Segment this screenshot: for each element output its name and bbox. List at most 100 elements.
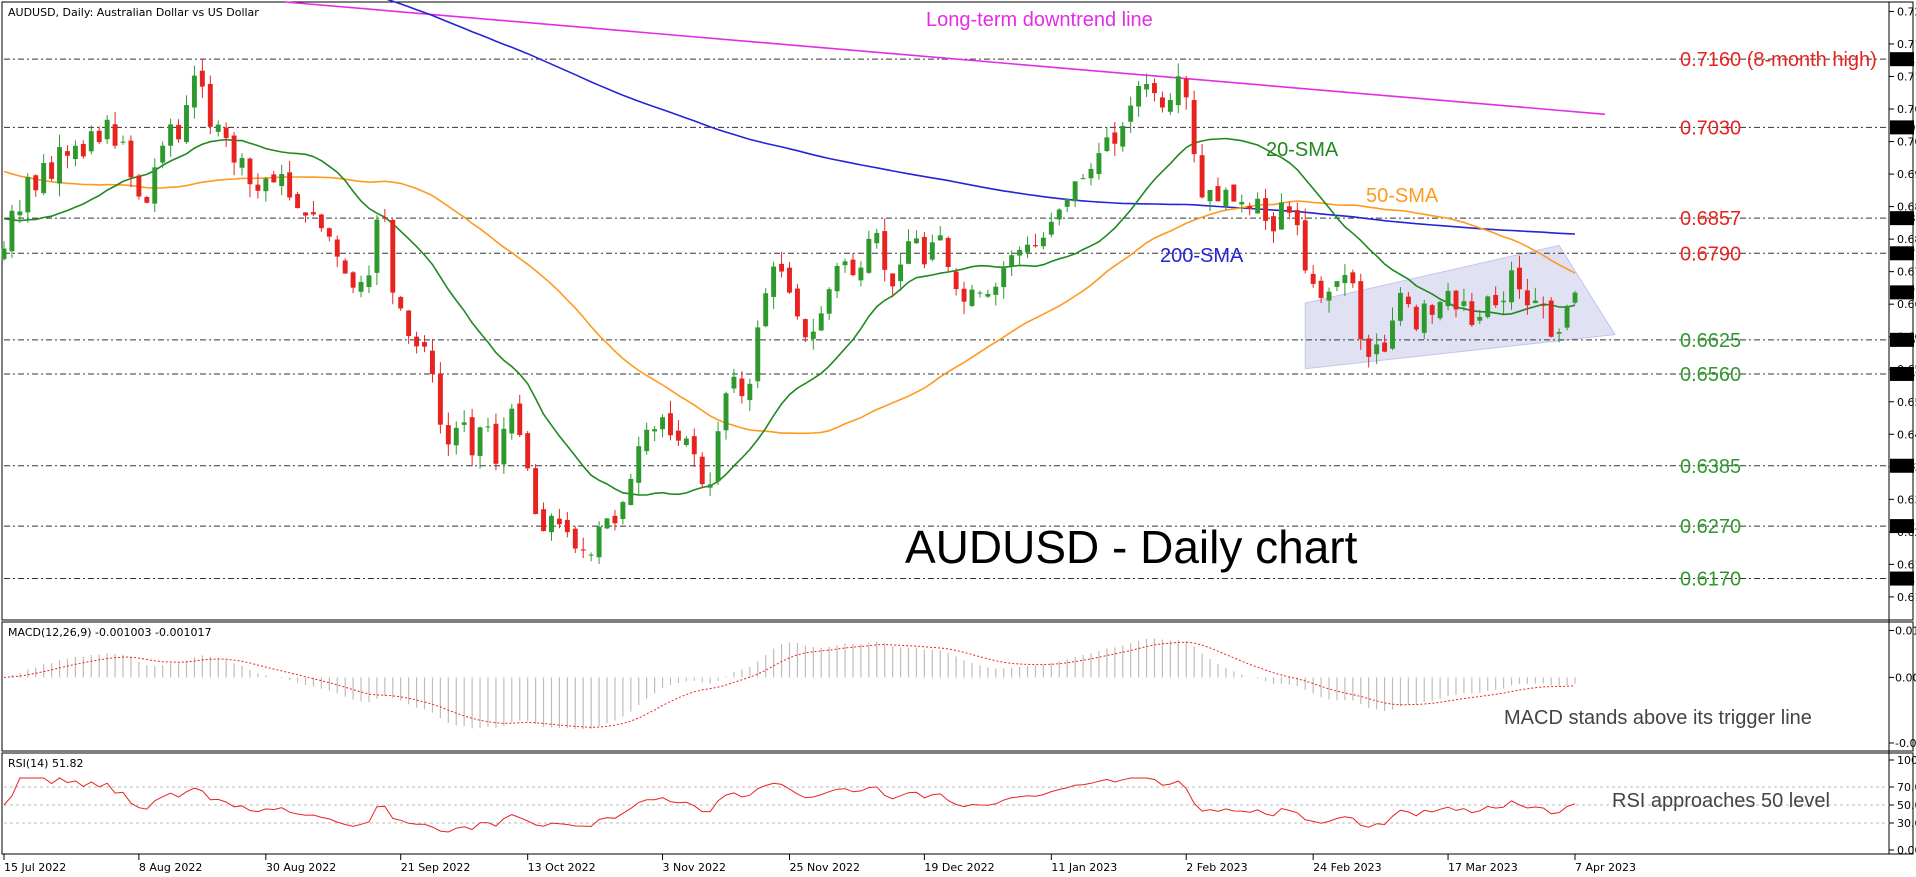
candle-down [953, 271, 959, 290]
candle-up [937, 235, 943, 241]
candle-up [842, 261, 848, 266]
date-label: 24 Feb 2023 [1313, 861, 1381, 874]
candle-down [128, 140, 134, 178]
candle-up [731, 376, 737, 389]
candle-down [882, 231, 888, 270]
rsi-axis-label: 0.00 [1897, 844, 1916, 857]
candle-down [49, 162, 55, 179]
candle-up [358, 281, 364, 292]
date-label: 2 Feb 2023 [1186, 861, 1247, 874]
candle-up [810, 331, 816, 339]
candle-up [1001, 268, 1007, 288]
macd-panel-frame [1, 621, 1914, 752]
date-label: 21 Sep 2022 [401, 861, 471, 874]
candle-up [461, 422, 467, 425]
candle-down [1231, 184, 1237, 202]
candle-up [1175, 76, 1181, 106]
candle-down [1358, 281, 1364, 340]
candle-up [771, 266, 777, 297]
candle-down [96, 130, 102, 143]
candle-down [231, 135, 237, 163]
candle-up [453, 427, 459, 446]
candle-up [215, 124, 221, 132]
candle-down [223, 127, 229, 138]
consolidation-box [1304, 244, 1616, 370]
candle-up [168, 124, 174, 146]
candle-down [1183, 78, 1189, 98]
macd-axis-label: 0.010988 [1895, 624, 1916, 637]
candle-down [556, 518, 562, 525]
candle-up [620, 502, 626, 519]
candle-up [858, 267, 864, 281]
date-label: 30 Aug 2022 [266, 861, 336, 874]
current-price-tag-bg [1890, 285, 1914, 300]
candle-down [1453, 290, 1459, 310]
level-tag-bg [1890, 120, 1914, 135]
candle-up [1461, 301, 1467, 306]
candle-down [564, 519, 570, 533]
candle-up [1278, 202, 1284, 230]
candle-down [1517, 267, 1522, 290]
candle-down [1405, 296, 1411, 305]
price-axis-label: 0.70030 [1897, 136, 1916, 149]
date-label: 19 Dec 2022 [924, 861, 994, 874]
candle-up [818, 313, 824, 331]
candle-down [422, 342, 427, 347]
candle-up [549, 515, 554, 533]
candle-up [160, 145, 166, 163]
price-axis-label: 0.66930 [1897, 298, 1916, 311]
candle-up [628, 478, 634, 505]
candle-up [1445, 290, 1451, 307]
candle-down [1159, 97, 1165, 108]
candle-down [287, 172, 293, 198]
candle-up [588, 554, 594, 556]
candle-down [65, 151, 70, 156]
candle-up [660, 417, 666, 430]
level-tag-bg [1890, 211, 1914, 226]
candle-up [501, 428, 507, 465]
rsi-layer: 100.00 70.00 50.00 30.00 0.00 [3, 754, 1916, 857]
candle-down [199, 70, 205, 87]
candle-down [493, 423, 499, 464]
candle-up [1390, 320, 1395, 349]
candle-down [921, 237, 927, 265]
candle-down [326, 228, 332, 237]
candle-up [1128, 105, 1134, 122]
candle-up [9, 210, 15, 252]
candle-down [33, 175, 39, 191]
candle-up [41, 162, 47, 194]
candle-up [1072, 181, 1078, 202]
candle-down [517, 403, 523, 436]
candle-down [1540, 304, 1546, 306]
level-tag-bg [1890, 246, 1914, 261]
candle-up [636, 446, 642, 483]
rsi-line [3, 777, 1576, 833]
candle-up [898, 264, 904, 282]
candle-up [1009, 255, 1015, 267]
candle-up [1025, 244, 1030, 253]
candle-up [1255, 198, 1261, 214]
candle-down [533, 468, 539, 515]
rsi-axis-label: 100.00 [1897, 754, 1916, 767]
macd-header: MACD(12,26,9) -0.001003 -0.001017 [8, 626, 211, 639]
candle-up [874, 232, 880, 244]
candle-up [826, 289, 832, 314]
chart-title: AUDUSD - Daily chart [905, 521, 1358, 573]
candle-down [247, 158, 253, 185]
candle-up [604, 518, 610, 529]
level-tag-bg [1890, 366, 1914, 381]
candle-down [350, 272, 356, 288]
candle-down [429, 350, 435, 374]
candle-down [945, 237, 951, 267]
level-label: 0.6560 [1680, 364, 1741, 386]
candle-down [1302, 220, 1308, 271]
candle-down [779, 263, 785, 272]
candle-up [57, 147, 63, 184]
candle-up [1239, 201, 1245, 205]
rsi-axis-label: 30.00 [1897, 817, 1916, 830]
candle-up [1, 248, 7, 260]
candle-down [850, 259, 856, 276]
price-axis-label: 0.68170 [1897, 233, 1916, 246]
